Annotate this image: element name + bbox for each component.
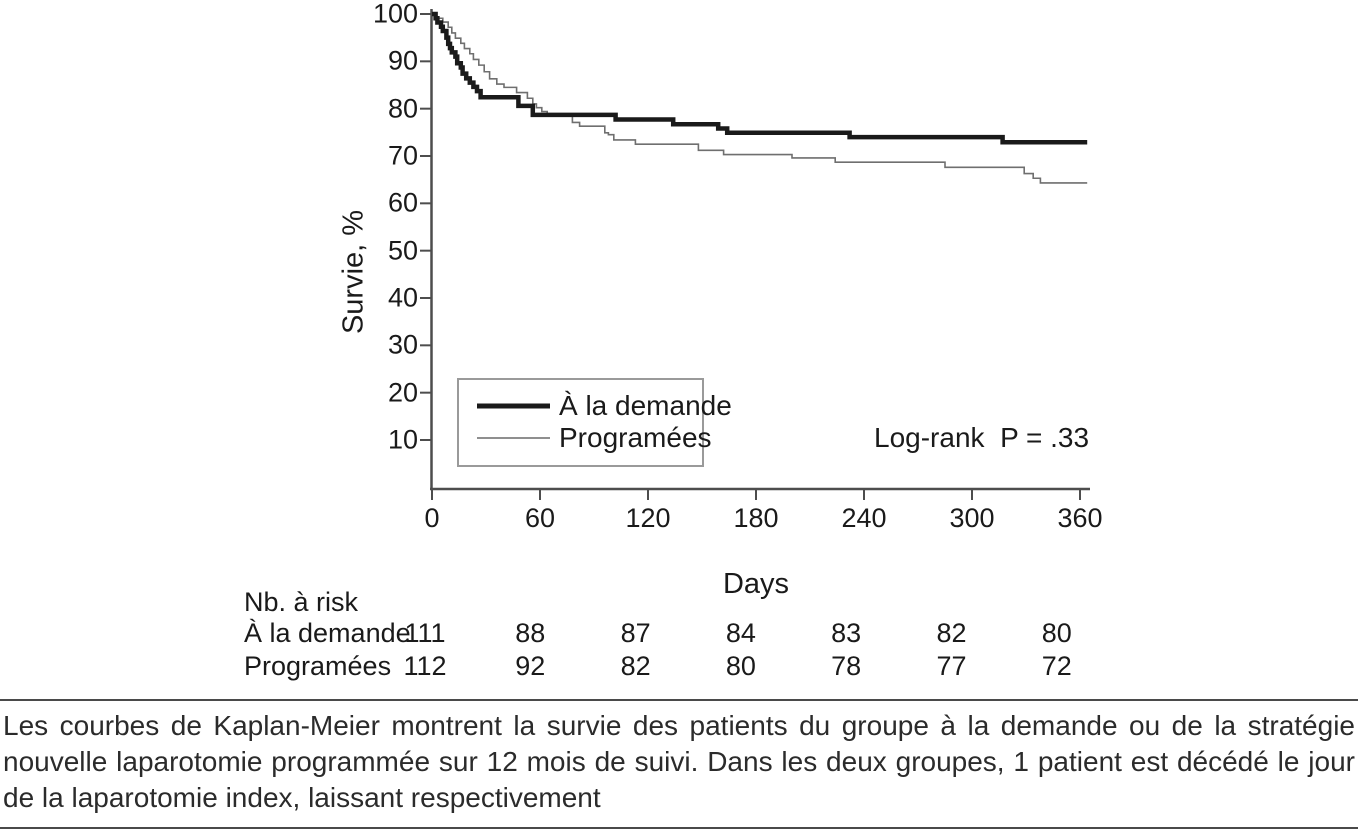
x-tick-label: 180: [733, 503, 779, 533]
risk-value: 82: [936, 618, 967, 648]
y-tick-label: 70: [387, 140, 418, 171]
survival-curve-a-la-demande: [432, 11, 1088, 145]
x-tick-label: 300: [949, 503, 995, 533]
legend-label: À la demande: [559, 390, 732, 421]
legend-label: Programées: [559, 422, 712, 453]
y-axis-title: Survie, %: [337, 209, 370, 335]
y-tick-label: 90: [387, 45, 418, 76]
risk-value: 92: [515, 651, 546, 681]
caption-line: nouvelle laparotomie programmée sur 12 m…: [3, 746, 1355, 777]
y-tick-label: 100: [372, 0, 418, 29]
x-tick-label: 120: [625, 503, 671, 533]
risk-table-header: Nb. à risk: [244, 587, 359, 617]
y-tick-label: 50: [387, 235, 418, 266]
survival-curve-programees: [432, 13, 1088, 184]
legend-box: À la demande Programées: [457, 378, 732, 467]
caption-rule-top: [0, 699, 1358, 701]
risk-value: 80: [725, 651, 756, 681]
y-tick-label: 60: [387, 187, 418, 218]
risk-value: 111: [404, 618, 446, 648]
risk-value: 88: [515, 618, 546, 648]
risk-value: 87: [620, 618, 651, 648]
y-tick-label: 40: [387, 282, 418, 313]
x-tick-label: 240: [841, 503, 887, 533]
risk-value: 77: [936, 651, 967, 681]
legend-item-a-la-demande: À la demande: [459, 390, 732, 422]
x-tick-label: 0: [424, 503, 440, 533]
x-tick-label: 360: [1057, 503, 1103, 533]
y-tick-label: 20: [387, 377, 418, 408]
risk-value: 112: [403, 651, 447, 681]
figure-caption: Les courbes de Kaplan-Meier montrent la …: [3, 708, 1355, 816]
caption-rule-bottom: [0, 827, 1358, 829]
y-tick-label: 80: [387, 93, 418, 124]
legend-item-programees: Programées: [459, 422, 712, 454]
y-tick-label: 10: [387, 424, 418, 455]
risk-value: 82: [620, 651, 651, 681]
y-tick-label: 30: [387, 329, 418, 360]
risk-value: 78: [831, 651, 862, 681]
risk-row-label-a-la-demande: À la demande: [244, 618, 411, 648]
legend-line-thick-icon: [477, 403, 550, 409]
legend-line-thin-icon: [477, 437, 550, 439]
risk-value: 80: [1041, 618, 1072, 648]
caption-line: de la laparotomie index, laissant respec…: [3, 782, 601, 813]
x-axis-title: Days: [722, 568, 790, 600]
risk-value: 72: [1041, 651, 1072, 681]
caption-line: Les courbes de Kaplan-Meier montrent la …: [3, 710, 1355, 741]
risk-value: 84: [725, 618, 756, 648]
risk-value: 83: [831, 618, 862, 648]
x-tick-label: 60: [524, 503, 556, 533]
log-rank-annotation: Log-rank P = .33: [874, 422, 1090, 453]
risk-row-label-programees: Programées: [244, 651, 392, 681]
